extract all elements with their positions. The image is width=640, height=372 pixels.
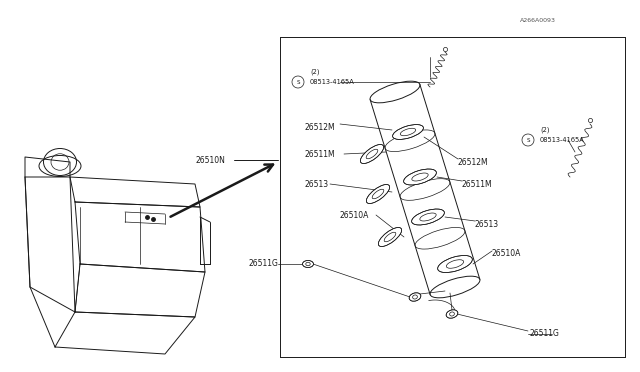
Ellipse shape [360, 144, 383, 164]
Ellipse shape [378, 228, 402, 247]
Text: 26511M: 26511M [305, 150, 335, 158]
Text: S: S [296, 80, 300, 84]
Text: 08513-4165A: 08513-4165A [310, 79, 355, 85]
Text: 26511M: 26511M [462, 180, 493, 189]
Text: 26511G: 26511G [530, 330, 560, 339]
Text: 26510N: 26510N [196, 155, 226, 164]
Text: A266A0093: A266A0093 [520, 17, 556, 22]
Text: 26510A: 26510A [340, 211, 369, 219]
Ellipse shape [366, 185, 390, 203]
Ellipse shape [404, 169, 436, 185]
Ellipse shape [446, 310, 458, 318]
Ellipse shape [303, 260, 314, 267]
Ellipse shape [438, 256, 472, 273]
Ellipse shape [412, 209, 444, 225]
Ellipse shape [409, 293, 421, 301]
Text: 08513-4165A: 08513-4165A [540, 137, 585, 143]
Text: 26513: 26513 [475, 219, 499, 228]
Text: 26512M: 26512M [458, 157, 488, 167]
Ellipse shape [392, 125, 424, 140]
Text: S: S [526, 138, 530, 142]
Text: 26510A: 26510A [492, 250, 522, 259]
Text: (2): (2) [540, 127, 550, 133]
Text: 26513: 26513 [305, 180, 329, 189]
Text: (2): (2) [310, 69, 319, 75]
Text: 26511G: 26511G [248, 260, 278, 269]
Text: 26512M: 26512M [305, 122, 335, 131]
